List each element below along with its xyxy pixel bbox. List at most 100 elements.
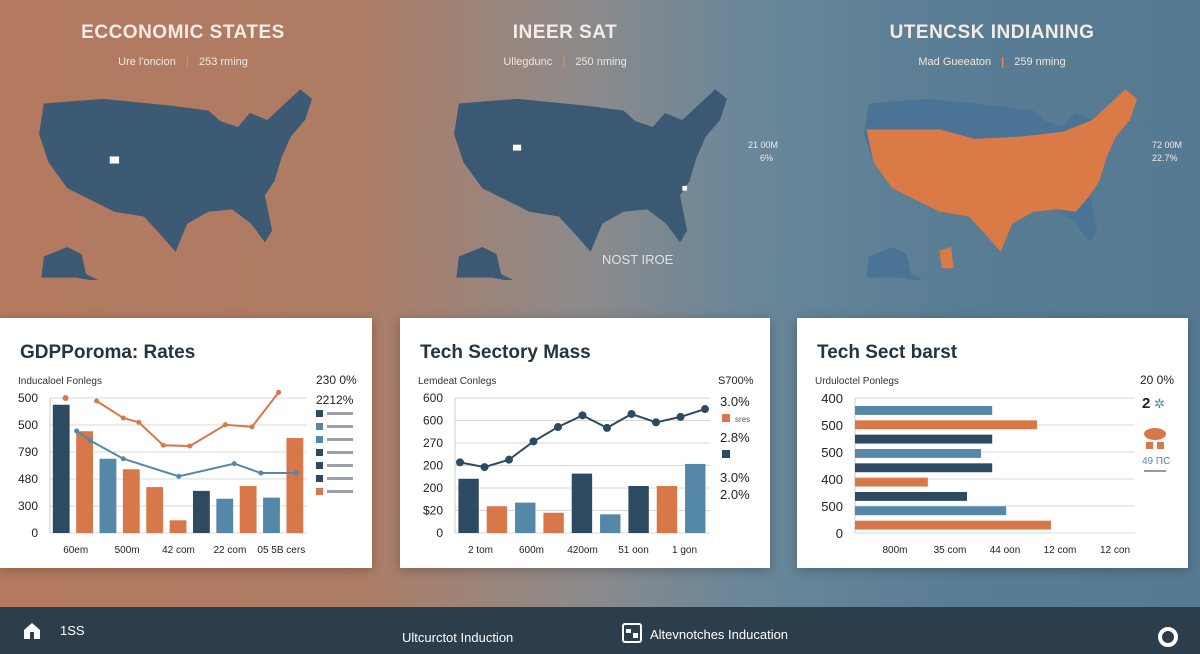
map-label: 72 00M bbox=[1152, 140, 1183, 150]
map-label: 22.7% bbox=[1152, 153, 1178, 163]
data-point bbox=[529, 437, 538, 446]
y-tick-label: 500 bbox=[821, 445, 843, 460]
data-point bbox=[578, 411, 587, 420]
panel-title: ECCONOMIC STATES bbox=[81, 22, 285, 43]
panel-title: INEER SAT bbox=[512, 22, 618, 43]
chart-title: GDPPoroma: Rates bbox=[20, 342, 196, 363]
x-tick-label: 500m bbox=[115, 545, 140, 556]
y-axis-label: Inducaloel Fonlegs bbox=[18, 376, 102, 387]
x-tick-label: 2 tom bbox=[468, 545, 493, 556]
home-icon bbox=[24, 623, 40, 639]
legend-text bbox=[327, 464, 353, 467]
x-tick-label: 44 oon bbox=[990, 545, 1021, 556]
bar bbox=[855, 520, 1051, 530]
data-point bbox=[231, 461, 237, 467]
y-tick-label: 200 bbox=[423, 459, 443, 473]
x-tick-label: 600m bbox=[519, 545, 544, 556]
bar bbox=[855, 406, 993, 415]
x-tick-label: 12 com bbox=[1044, 545, 1077, 556]
bar bbox=[458, 478, 479, 533]
home-button[interactable]: 1SS bbox=[22, 619, 102, 643]
y-tick-label: 500 bbox=[18, 418, 38, 432]
data-point bbox=[120, 456, 126, 462]
y-tick-label: 600 bbox=[423, 414, 443, 428]
bar bbox=[600, 514, 621, 533]
bar bbox=[52, 404, 70, 533]
data-point bbox=[94, 398, 100, 404]
network-icon bbox=[622, 623, 642, 643]
legend-swatch bbox=[722, 450, 730, 458]
bar bbox=[515, 502, 536, 533]
data-point bbox=[74, 428, 80, 434]
legend-value: 3.0% bbox=[720, 394, 750, 409]
nav-link-right-label: Altevnotches Inducation bbox=[650, 627, 789, 642]
chart-title: Tech Sectory Mass bbox=[420, 342, 591, 363]
legend-text bbox=[327, 477, 353, 480]
y-tick-label: 480 bbox=[18, 472, 38, 486]
data-point bbox=[603, 423, 611, 432]
y-tick-label: 500 bbox=[18, 391, 38, 405]
settings-circle-icon[interactable] bbox=[1157, 626, 1179, 648]
bar bbox=[76, 431, 93, 533]
chart-card-gdp: GDPPoroma: Rates Inducaloel Fonlegs 500 5… bbox=[0, 318, 372, 568]
data-point bbox=[87, 437, 93, 443]
y-tick-label: 500 bbox=[821, 499, 843, 514]
bar bbox=[286, 437, 304, 533]
legend-label: sres bbox=[735, 415, 750, 424]
data-point bbox=[160, 442, 166, 448]
chart-card-tech-mass: Tech Sectory Mass Lemdeat Conlegs 600 600… bbox=[400, 318, 770, 568]
data-point bbox=[276, 389, 282, 395]
data-point bbox=[456, 458, 464, 467]
legend-swatch bbox=[722, 414, 730, 422]
x-tick-label: 12 con bbox=[1100, 545, 1130, 556]
home-label: 1SS bbox=[60, 623, 85, 638]
panel-subtitle-count: 259 nming bbox=[1014, 56, 1066, 68]
x-tick-label: 35 com bbox=[934, 545, 967, 556]
legend-value: 2.8% bbox=[720, 430, 750, 445]
data-point bbox=[136, 419, 142, 425]
x-tick-label: 60em bbox=[63, 545, 88, 556]
panel-subtitle: Mad Gueeaton bbox=[918, 56, 992, 68]
bar bbox=[192, 490, 210, 533]
nav-link-center[interactable]: Ultcurctot Induction bbox=[402, 630, 514, 645]
bar bbox=[571, 473, 593, 533]
legend-text bbox=[327, 438, 353, 441]
y-tick-label: 0 bbox=[836, 526, 843, 541]
panel-subtitle: Ure l'oncion bbox=[118, 56, 176, 68]
y-tick-label: $20 bbox=[423, 504, 443, 518]
panel-header-3: UTENCSK INDIANING Mad Gueeaton | 259 nming bbox=[822, 22, 1162, 68]
chart-card-tech-bars: Tech Sect barst Urduloctel Ponlegs 400 50… bbox=[797, 318, 1188, 568]
x-tick-label: 51 oon bbox=[618, 545, 649, 556]
gear-icon: ✲ bbox=[1154, 396, 1165, 411]
data-point bbox=[249, 424, 255, 430]
y-tick-label: 600 bbox=[423, 391, 443, 405]
data-point bbox=[62, 395, 69, 401]
legend-swatch bbox=[316, 410, 323, 417]
map-label: 21 00M bbox=[748, 140, 779, 150]
bar bbox=[543, 512, 564, 533]
panel-title: UTENCSK INDIANING bbox=[889, 22, 1095, 43]
legend-text bbox=[327, 490, 353, 493]
legend-swatch bbox=[316, 475, 323, 482]
bar bbox=[216, 498, 234, 533]
legend-swatch bbox=[316, 449, 323, 456]
panel-subtitle-count: 250 nming bbox=[575, 56, 627, 68]
data-point bbox=[176, 473, 182, 479]
legend-value: S700% bbox=[718, 375, 754, 387]
bar bbox=[628, 485, 649, 533]
data-point bbox=[554, 423, 562, 432]
legend-value: 49 ПС bbox=[1142, 456, 1170, 467]
us-map-1 bbox=[39, 89, 313, 280]
bar bbox=[855, 506, 1007, 516]
bar bbox=[263, 497, 280, 533]
orange-line bbox=[96, 391, 280, 448]
bar bbox=[685, 463, 706, 533]
data-point bbox=[293, 470, 299, 476]
chart-title: Tech Sect barst bbox=[817, 342, 958, 363]
data-point bbox=[120, 415, 126, 421]
data-point bbox=[187, 443, 193, 449]
x-tick-label: 22 com bbox=[214, 545, 247, 556]
nav-link-right[interactable]: Altevnotches Inducation bbox=[622, 623, 822, 649]
y-axis-label: Lemdeat Conlegs bbox=[418, 376, 497, 387]
data-point bbox=[701, 405, 709, 414]
